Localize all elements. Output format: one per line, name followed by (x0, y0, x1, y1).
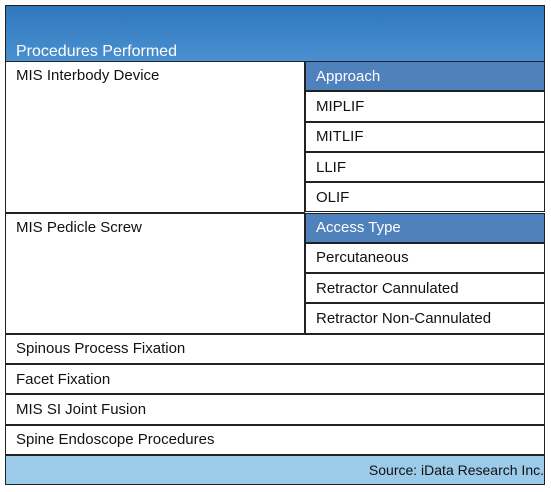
sub-item: Retractor Cannulated (305, 273, 545, 304)
row-label: Facet Fixation (5, 364, 545, 395)
sub-item: LLIF (305, 151, 545, 183)
source-note: Source: iData Research Inc. (5, 454, 545, 485)
sub-header: Access Type (305, 212, 545, 243)
row-label: MIS Pedicle Screw (5, 212, 305, 334)
sub-item: Percutaneous (305, 242, 545, 274)
table-title: Procedures Performed (5, 5, 545, 62)
sub-header: Approach (305, 61, 545, 92)
sub-item: OLIF (305, 182, 545, 213)
sub-item: MITLIF (305, 121, 545, 152)
sub-item: Retractor Non-Cannulated (305, 303, 545, 334)
sub-item: MIPLIF (305, 91, 545, 122)
row-label: MIS Interbody Device (5, 61, 305, 213)
row-label: Spine Endoscope Procedures (5, 424, 545, 455)
row-label: Spinous Process Fixation (5, 333, 545, 364)
row-label: MIS SI Joint Fusion (5, 394, 545, 425)
